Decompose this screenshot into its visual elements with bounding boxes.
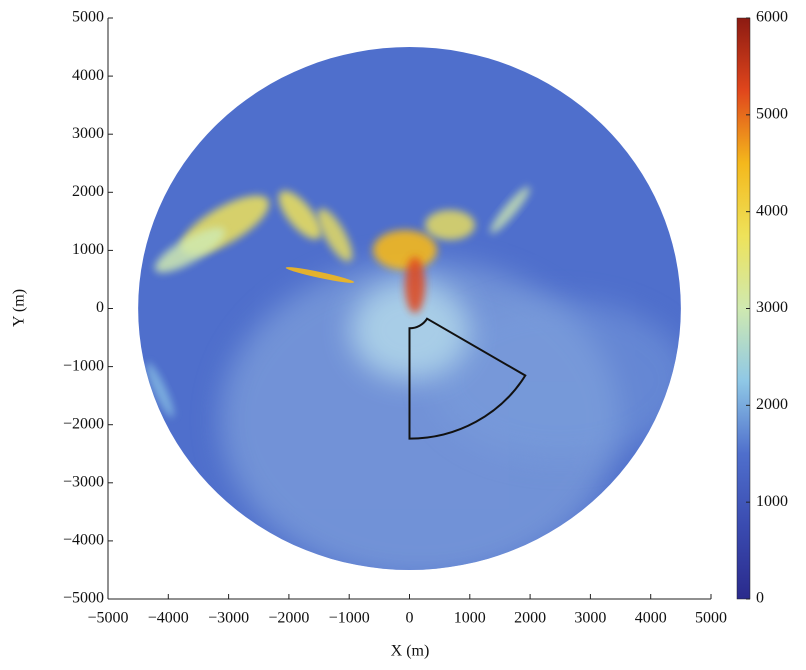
colorbar-tick-label: 4000 — [756, 202, 788, 219]
y-tick-label: 0 — [96, 299, 104, 316]
colorbar-tick-label: 5000 — [756, 106, 788, 123]
x-tick-label: 4000 — [635, 610, 667, 627]
x-tick-label: −2000 — [268, 610, 309, 627]
x-axis-label: X (m) — [391, 643, 430, 660]
y-tick-label: −3000 — [63, 473, 104, 490]
y-tick-label: −4000 — [63, 532, 104, 549]
colorbar-tick-label: 1000 — [756, 493, 788, 510]
x-tick-label: −1000 — [329, 610, 370, 627]
colorbar-tick-label: 3000 — [756, 299, 788, 316]
y-tick-label: 3000 — [72, 125, 104, 142]
x-tick-label: −5000 — [87, 610, 128, 627]
x-tick-label: −4000 — [148, 610, 189, 627]
y-tick-label: 2000 — [72, 183, 104, 200]
chart: −5000 −4000 −3000 −2000 −1000 0 1000 2000 3000 40… — [0, 0, 806, 665]
x-tick-label: 2000 — [514, 610, 546, 627]
x-tick-label: 1000 — [454, 610, 486, 627]
colorbar-tick-label: 0 — [756, 590, 764, 607]
y-tick-label: 5000 — [72, 9, 104, 26]
y-tick-label: 4000 — [72, 67, 104, 84]
y-tick-label: −5000 — [63, 590, 104, 607]
x-tick-label: 3000 — [574, 610, 606, 627]
colorbar-tick-label: 2000 — [756, 396, 788, 413]
y-axis-label: Y (m) — [11, 289, 28, 327]
y-tick-label: 1000 — [72, 241, 104, 258]
x-tick-label: 5000 — [695, 610, 727, 627]
y-tick-label: −1000 — [63, 357, 104, 374]
x-tick-label: −3000 — [208, 610, 249, 627]
colorbar-tick-label: 6000 — [756, 9, 788, 26]
x-tick-label: 0 — [406, 610, 414, 627]
y-tick-label: −2000 — [63, 415, 104, 432]
